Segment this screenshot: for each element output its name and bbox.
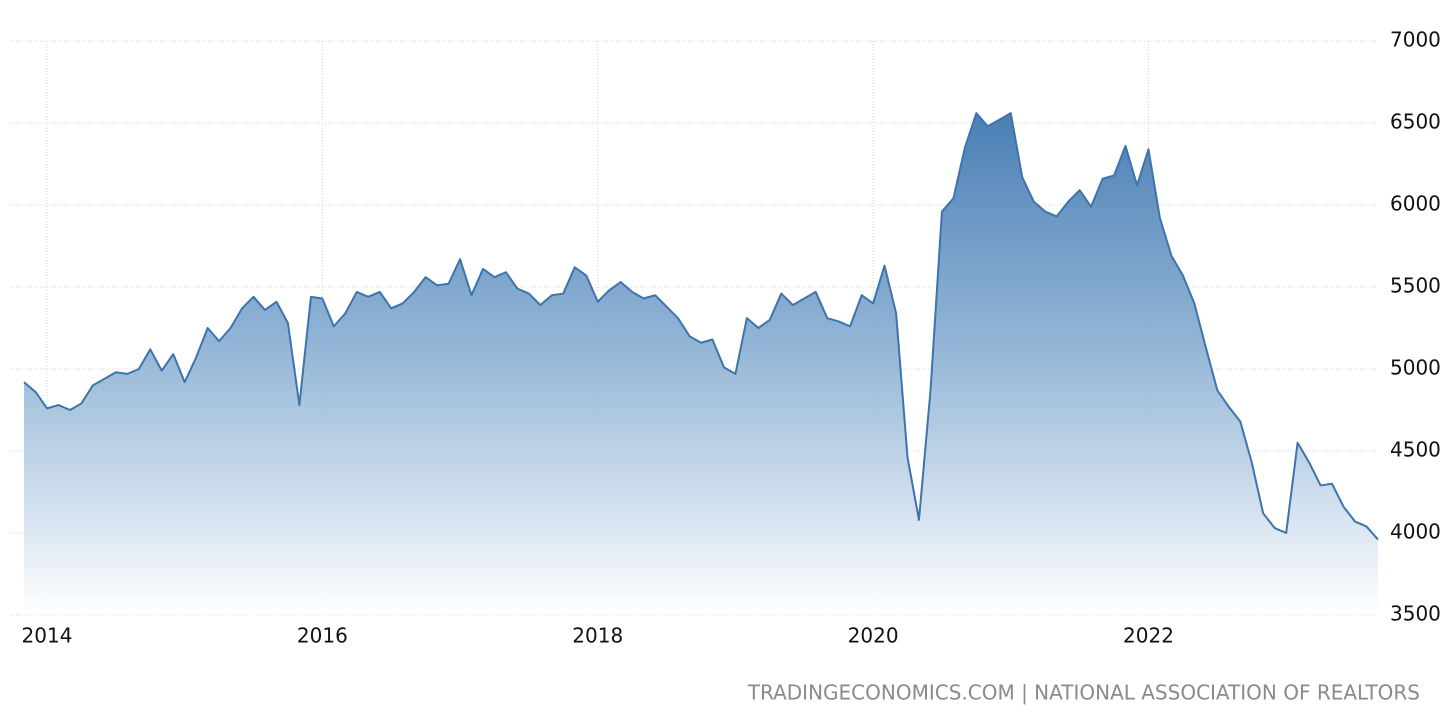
x-tick-label: 2016: [297, 624, 348, 648]
y-tick-label: 5000: [1390, 356, 1441, 380]
y-tick-label: 3500: [1390, 602, 1441, 626]
y-tick-label: 7000: [1390, 28, 1441, 52]
y-tick-label: 6500: [1390, 110, 1441, 134]
y-tick-label: 4000: [1390, 520, 1441, 544]
x-tick-label: 2018: [572, 624, 623, 648]
area-fill: [24, 113, 1378, 615]
x-tick-label: 2020: [848, 624, 899, 648]
source: TRADINGECONOMICS.COM | NATIONAL ASSOCIAT…: [747, 681, 1420, 705]
y-tick-label: 5500: [1390, 274, 1441, 298]
line: [23, 112, 1379, 541]
y-tick-label: 4500: [1390, 438, 1441, 462]
x-tick-label: 2022: [1123, 624, 1174, 648]
y-tick-label: 6000: [1390, 192, 1441, 216]
x-tick-label: 2014: [22, 624, 73, 648]
